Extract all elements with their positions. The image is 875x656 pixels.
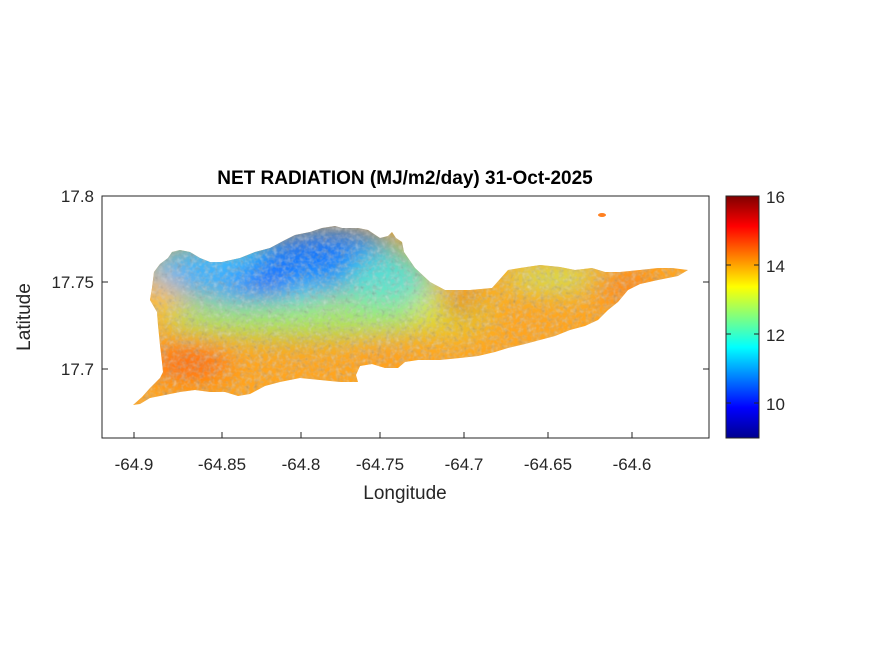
- x-tick-label: -64.9: [115, 455, 154, 474]
- colorbar-tick-label: 14: [766, 257, 785, 276]
- x-tick-label: -64.75: [356, 455, 404, 474]
- colorbar-tick-label: 16: [766, 188, 785, 207]
- x-tick-label: -64.6: [613, 455, 652, 474]
- colorbar: 16 14 12 10: [725, 188, 785, 439]
- chart-title: NET RADIATION (MJ/m2/day) 31-Oct-2025: [217, 168, 593, 189]
- y-tick-label: 17.75: [51, 273, 94, 292]
- x-tick-label: -64.65: [524, 455, 572, 474]
- x-tick-label: -64.8: [282, 455, 321, 474]
- x-tick-label: -64.85: [198, 455, 246, 474]
- y-tick-label: 17.8: [61, 187, 94, 206]
- colorbar-tick-label: 10: [766, 395, 785, 414]
- y-tick-label: 17.7: [61, 360, 94, 379]
- colorbar-gradient: [725, 195, 760, 439]
- x-axis-label: Longitude: [363, 483, 446, 504]
- x-axis: -64.9 -64.85 -64.8 -64.75 -64.7 -64.65 -…: [115, 432, 652, 504]
- y-axis: 17.8 17.75 17.7 Latitude: [14, 187, 709, 379]
- x-tick-label: -64.7: [445, 455, 484, 474]
- colorbar-tick-label: 12: [766, 326, 785, 345]
- islet: [598, 213, 606, 217]
- y-axis-label: Latitude: [14, 283, 35, 351]
